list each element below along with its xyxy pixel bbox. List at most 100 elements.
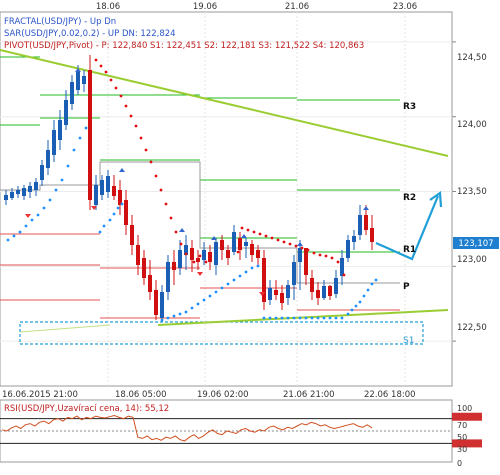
sar-dot-up — [6, 238, 10, 242]
sar-dot-up — [66, 164, 70, 168]
sar-dot-up — [322, 316, 326, 320]
trendlines — [0, 49, 449, 333]
sar-dot-up — [172, 314, 176, 318]
sar-dot-down — [139, 136, 143, 140]
sar-dot-up — [208, 294, 212, 298]
top-date-label: 21.06 — [285, 2, 309, 12]
candle-body — [178, 250, 182, 268]
price-tick-label: 122,50 — [457, 323, 487, 333]
sar-dot-up — [98, 230, 102, 234]
sar-dot-up — [354, 304, 358, 308]
sar-dot-up — [72, 148, 76, 152]
sar-dot-down — [179, 242, 183, 246]
candle-body — [244, 242, 248, 246]
rsi-legend: RSI(USD/JPY,Uzavírací cena, 14): 55,12 — [4, 404, 169, 414]
fractal-up-marker — [179, 228, 185, 232]
sar-dot-down — [159, 188, 163, 192]
sar-dot-up — [108, 218, 112, 222]
level-label-p: P — [403, 282, 410, 292]
bottom-date-label: 19.06 02:00 — [197, 390, 249, 400]
candle-body — [280, 293, 284, 303]
forecast-path — [375, 195, 440, 261]
sar-dot-down — [174, 230, 178, 234]
bottom-date-label: 22.06 18:00 — [364, 390, 416, 400]
sar-dot-up — [160, 318, 164, 322]
sar-dot-up — [244, 270, 248, 274]
sar-dot-down — [342, 273, 346, 277]
sar-dot-up — [238, 274, 242, 278]
rsi-line — [1, 414, 373, 442]
level-label-s1: S1 — [403, 336, 414, 346]
sar-dot-down — [154, 174, 158, 178]
candle-body — [22, 188, 26, 196]
candle-body — [322, 286, 326, 298]
candle-body — [82, 76, 86, 84]
sar-dot-up — [366, 288, 370, 292]
support-trendline — [157, 309, 449, 326]
candle-body — [160, 292, 164, 318]
candle-body — [190, 248, 194, 260]
forecast-arrow — [375, 190, 443, 261]
candle-body — [352, 236, 356, 242]
sar-dot-down — [264, 234, 268, 238]
candle-body — [298, 248, 302, 262]
sar-dot-up — [292, 316, 296, 320]
candle-body — [328, 286, 332, 296]
sar-dot-down — [330, 256, 334, 260]
sar-dot-up — [120, 202, 124, 206]
sar-dot-up — [60, 178, 64, 182]
sar-dot-up — [116, 206, 120, 210]
sar-dot-up — [256, 264, 260, 268]
sar-dot-up — [220, 286, 224, 290]
candle-body — [40, 165, 44, 180]
candle-body — [172, 262, 176, 270]
sar-dot-up — [42, 206, 46, 210]
sar-dot-down — [94, 58, 98, 62]
candle-body — [334, 278, 338, 294]
candle-body — [64, 100, 68, 125]
sar-dot-up — [346, 312, 350, 316]
candle-body — [28, 186, 32, 192]
candle-body — [202, 250, 206, 260]
sar-dot-down — [124, 104, 128, 108]
candle-body — [130, 225, 134, 245]
candle-body — [226, 250, 230, 258]
sar-dot-up — [84, 126, 88, 130]
sar-dot-up — [112, 212, 116, 216]
candle-body — [340, 258, 344, 276]
sar-dot-down — [164, 202, 168, 206]
candle-body — [358, 215, 362, 235]
sar-dot-up — [196, 302, 200, 306]
fractal-up-marker — [119, 168, 125, 172]
sar-dot-down — [288, 242, 292, 246]
candle-body — [46, 150, 50, 168]
sar-dot-up — [12, 234, 16, 238]
sar-dot-up — [310, 316, 314, 320]
candle-body — [220, 240, 224, 250]
candle-body — [292, 262, 296, 285]
price-tick-label: 124,00 — [457, 120, 487, 130]
sar-dot-down — [119, 94, 123, 98]
candle-body — [142, 258, 146, 278]
sar-dot-up — [78, 136, 82, 140]
sar-dot-up — [54, 188, 58, 192]
sar-dot-up — [280, 316, 284, 320]
sar-dot-down — [134, 124, 138, 128]
pivot-levels — [0, 56, 424, 345]
rsi-tick-label: 100 — [457, 404, 472, 413]
sar-dot-down — [192, 260, 196, 264]
sar-dot-up — [358, 300, 362, 304]
candle-body — [304, 248, 308, 275]
candle-body — [118, 190, 122, 205]
candle-body — [262, 258, 266, 302]
fractal-up-marker — [363, 206, 369, 210]
sar-dot-down — [318, 253, 322, 257]
candle-body — [70, 82, 74, 104]
sar-dot-up — [286, 316, 290, 320]
candle-body — [154, 290, 158, 315]
sar-dot-up — [24, 224, 28, 228]
level-label-r2: R2 — [403, 193, 416, 203]
sar-dot-up — [178, 312, 182, 316]
